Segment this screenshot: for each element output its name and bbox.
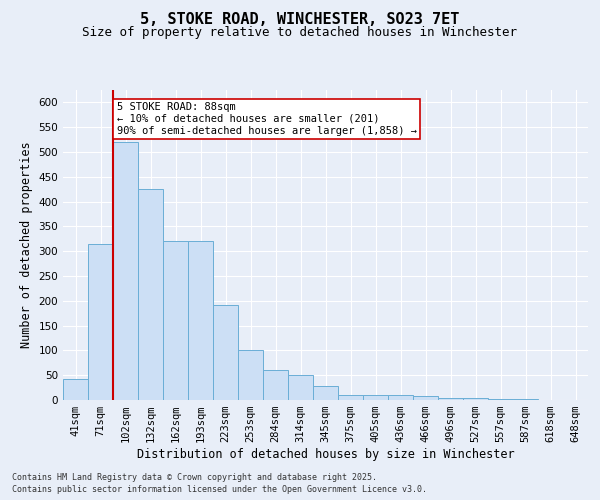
Text: 5 STOKE ROAD: 88sqm
← 10% of detached houses are smaller (201)
90% of semi-detac: 5 STOKE ROAD: 88sqm ← 10% of detached ho… [117,102,417,136]
Text: 5, STOKE ROAD, WINCHESTER, SO23 7ET: 5, STOKE ROAD, WINCHESTER, SO23 7ET [140,12,460,28]
Bar [438,398,463,400]
Bar [163,242,188,400]
Bar [313,386,338,400]
Bar [388,395,413,400]
Bar [213,305,238,400]
Y-axis label: Number of detached properties: Number of detached properties [20,142,33,348]
Bar [63,379,88,400]
Bar [338,395,363,400]
Bar [413,396,438,400]
Bar [463,398,488,400]
X-axis label: Distribution of detached houses by size in Winchester: Distribution of detached houses by size … [137,448,514,461]
Text: Contains public sector information licensed under the Open Government Licence v3: Contains public sector information licen… [12,485,427,494]
Bar [188,242,213,400]
Bar [88,244,113,400]
Bar [288,375,313,400]
Bar [263,370,288,400]
Bar [138,189,163,400]
Bar [513,399,538,400]
Bar [488,399,513,400]
Bar [113,142,138,400]
Bar [363,395,388,400]
Bar [238,350,263,400]
Text: Size of property relative to detached houses in Winchester: Size of property relative to detached ho… [83,26,517,39]
Text: Contains HM Land Registry data © Crown copyright and database right 2025.: Contains HM Land Registry data © Crown c… [12,472,377,482]
